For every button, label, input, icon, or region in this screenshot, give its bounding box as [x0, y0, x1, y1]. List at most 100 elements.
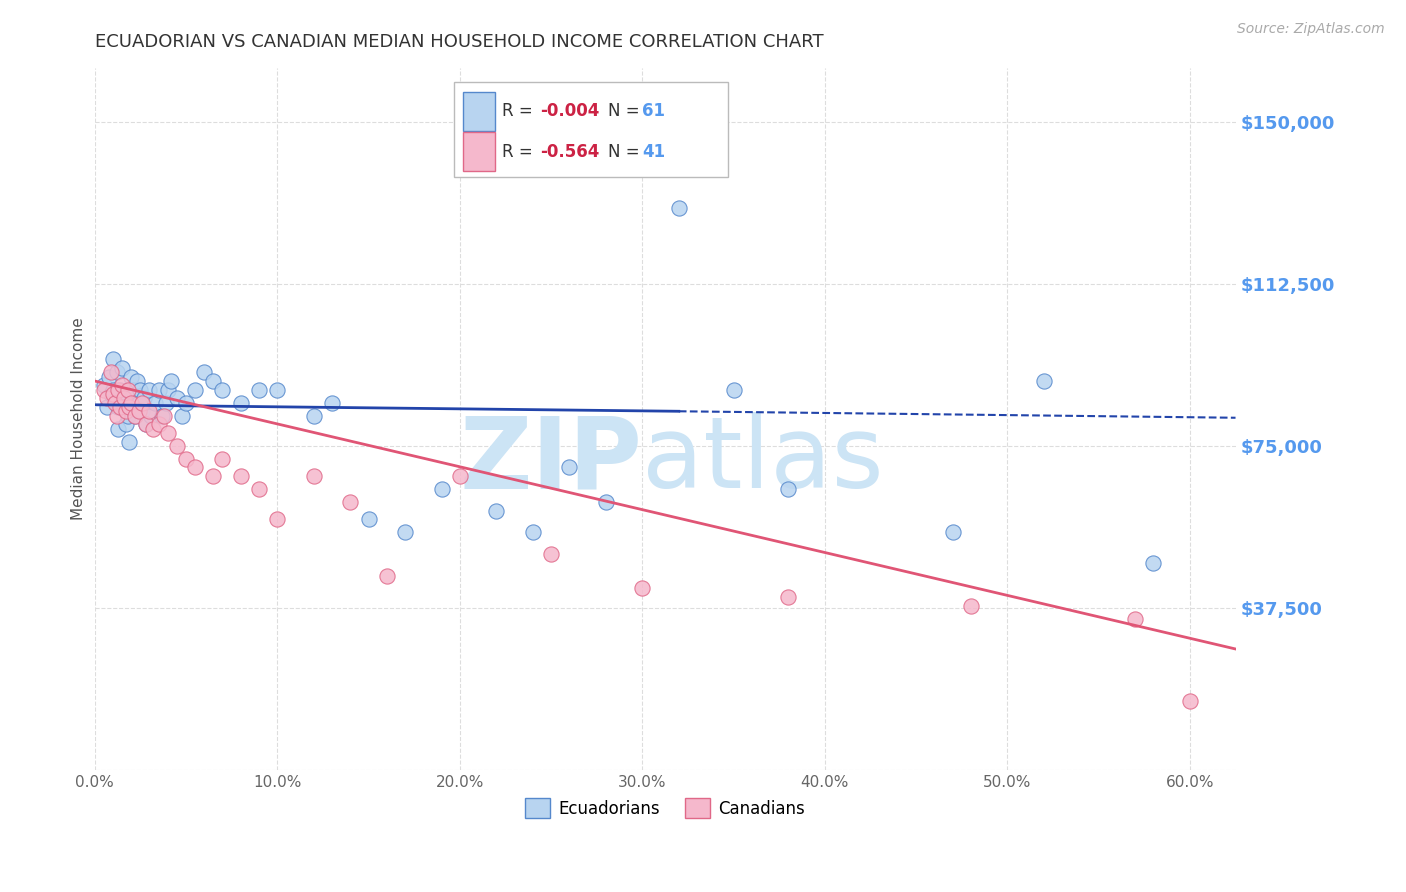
Point — [160, 374, 183, 388]
Text: ZIP: ZIP — [460, 412, 643, 509]
Point — [1123, 612, 1146, 626]
Text: ECUADORIAN VS CANADIAN MEDIAN HOUSEHOLD INCOME CORRELATION CHART: ECUADORIAN VS CANADIAN MEDIAN HOUSEHOLD … — [94, 33, 824, 51]
Point — [100, 387, 122, 401]
Point — [375, 568, 398, 582]
Point — [302, 409, 325, 423]
Point — [98, 369, 121, 384]
Point — [96, 392, 118, 406]
Point — [111, 392, 134, 406]
Point — [132, 392, 155, 406]
Point — [114, 417, 136, 432]
Point — [156, 425, 179, 440]
Point — [778, 590, 800, 604]
Point — [631, 582, 654, 596]
Point — [143, 395, 166, 409]
Point — [101, 387, 124, 401]
Point — [107, 400, 129, 414]
Point — [138, 404, 160, 418]
Point — [120, 369, 142, 384]
Point — [155, 395, 177, 409]
Point — [172, 409, 194, 423]
Point — [124, 409, 146, 423]
Point — [150, 409, 173, 423]
Point — [156, 383, 179, 397]
Text: R =: R = — [502, 143, 538, 161]
FancyBboxPatch shape — [463, 132, 495, 171]
Text: Source: ZipAtlas.com: Source: ZipAtlas.com — [1237, 22, 1385, 37]
Point — [131, 395, 153, 409]
FancyBboxPatch shape — [454, 82, 728, 177]
Point — [128, 395, 150, 409]
Point — [118, 400, 141, 414]
Point — [93, 383, 115, 397]
Point — [120, 395, 142, 409]
Point — [112, 400, 135, 414]
Point — [117, 409, 139, 423]
Point — [558, 460, 581, 475]
Text: -0.564: -0.564 — [540, 143, 599, 161]
Point — [104, 395, 127, 409]
Point — [117, 383, 139, 397]
Point — [1032, 374, 1054, 388]
Point — [321, 395, 343, 409]
Point — [449, 469, 471, 483]
Point — [96, 400, 118, 414]
Point — [135, 417, 157, 432]
FancyBboxPatch shape — [463, 92, 495, 131]
Point — [942, 525, 965, 540]
Text: R =: R = — [502, 103, 538, 120]
Point — [1178, 694, 1201, 708]
Point — [211, 383, 233, 397]
Point — [166, 439, 188, 453]
Point — [125, 374, 148, 388]
Text: N =: N = — [607, 143, 645, 161]
Point — [128, 404, 150, 418]
Point — [357, 512, 380, 526]
Point — [107, 421, 129, 435]
Point — [107, 383, 129, 397]
Point — [110, 383, 132, 397]
Point — [522, 525, 544, 540]
Y-axis label: Median Household Income: Median Household Income — [72, 318, 86, 520]
Point — [122, 383, 145, 397]
Point — [105, 392, 128, 406]
Point — [266, 512, 288, 526]
Point — [211, 451, 233, 466]
Point — [202, 469, 225, 483]
Point — [135, 417, 157, 432]
Text: 61: 61 — [643, 103, 665, 120]
Point — [117, 383, 139, 397]
Point — [430, 482, 453, 496]
Point — [124, 409, 146, 423]
Point — [166, 392, 188, 406]
Point — [394, 525, 416, 540]
Point — [105, 365, 128, 379]
Point — [111, 378, 134, 392]
Point — [202, 374, 225, 388]
Point — [148, 417, 170, 432]
Point — [138, 383, 160, 397]
Point — [148, 383, 170, 397]
Point — [131, 404, 153, 418]
Point — [153, 409, 176, 423]
Point — [184, 383, 207, 397]
Legend: Ecuadorians, Canadians: Ecuadorians, Canadians — [519, 791, 811, 825]
Point — [540, 547, 562, 561]
Point — [485, 504, 508, 518]
Point — [960, 599, 983, 613]
Text: N =: N = — [607, 103, 645, 120]
Point — [247, 383, 270, 397]
Point — [302, 469, 325, 483]
Point — [174, 395, 197, 409]
Point — [174, 451, 197, 466]
Point — [339, 495, 361, 509]
Point — [93, 378, 115, 392]
Text: atlas: atlas — [643, 412, 884, 509]
Point — [101, 383, 124, 397]
Point — [114, 404, 136, 418]
Point — [723, 383, 745, 397]
Point — [193, 365, 215, 379]
Point — [668, 201, 690, 215]
Point — [142, 421, 165, 435]
Point — [120, 395, 142, 409]
